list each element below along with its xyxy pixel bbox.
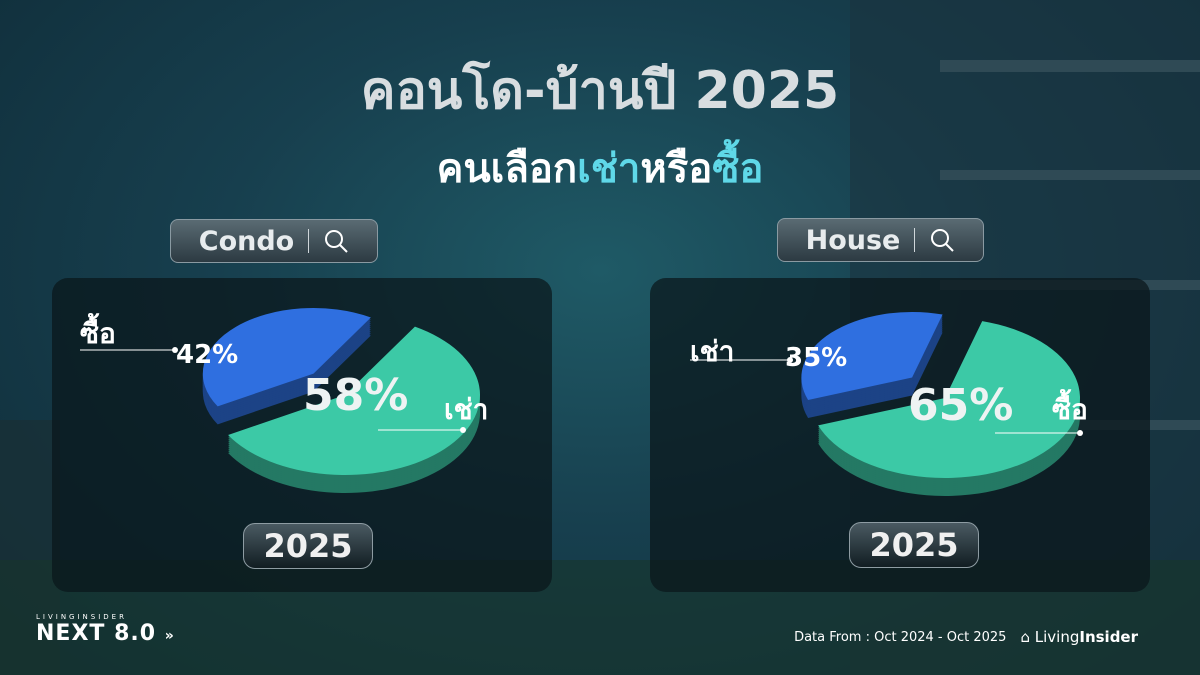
leader-dot <box>172 347 178 353</box>
house-year-badge: 2025 <box>849 522 979 568</box>
brand-bold: Insider <box>1079 628 1138 646</box>
condo-label: Condo <box>198 225 295 257</box>
condo-rent-value: 58% <box>303 370 409 421</box>
page-title: คอนโด-บ้านปี 2025 <box>360 61 840 121</box>
leader-dot <box>787 357 793 363</box>
subtitle-buy: ซื้อ <box>712 146 764 192</box>
livinginsider-logo-icon: ⌂ <box>1020 628 1030 646</box>
footer-source: Data From : Oct 2024 - Oct 2025 ⌂ Living… <box>794 628 1138 646</box>
house-label: House <box>805 224 901 256</box>
subtitle-rent: เช่า <box>577 146 641 192</box>
pie-slice-1-1 <box>818 321 1080 478</box>
logo-small-text: LIVINGINSIDER <box>36 613 127 621</box>
next-logo: LIVINGINSIDER NEXT 8.0 » <box>36 613 175 646</box>
divider <box>914 228 916 252</box>
house-rent-value: 35% <box>785 343 848 373</box>
divider <box>308 229 310 253</box>
page-subtitle: คนเลือกเช่าหรือซื้อ <box>0 136 1200 200</box>
brand-light: Living <box>1034 628 1080 646</box>
brand-logo: ⌂ LivingInsider <box>1020 628 1138 646</box>
condo-buy-value: 42% <box>176 340 239 370</box>
condo-year-badge: 2025 <box>243 523 373 569</box>
subtitle-text: คนเลือก <box>436 146 578 192</box>
house-buy-label: ซื้อ <box>1052 393 1088 426</box>
search-icon <box>931 229 955 252</box>
leader-dot <box>460 427 466 433</box>
pie-slice-0-1 <box>228 326 480 476</box>
house-buy-value: 65% <box>908 380 1014 431</box>
logo-big-text: NEXT 8.0 <box>36 621 157 646</box>
pie-slice-0-0 <box>202 307 371 407</box>
data-source: Data From : Oct 2024 - Oct 2025 <box>794 629 1007 645</box>
house-rent-label: เช่า <box>690 335 735 368</box>
subtitle-text: หรือ <box>640 146 713 192</box>
condo-buy-label: ซื้อ <box>80 317 116 350</box>
chevron-right-icon: » <box>164 628 175 644</box>
condo-search-pill: Condo <box>170 219 378 263</box>
pie-slice-1-0 <box>801 311 943 400</box>
condo-rent-label: เช่า <box>444 393 489 426</box>
house-search-pill: House <box>777 218 984 262</box>
search-icon <box>325 230 348 253</box>
leader-dot <box>1077 430 1083 436</box>
